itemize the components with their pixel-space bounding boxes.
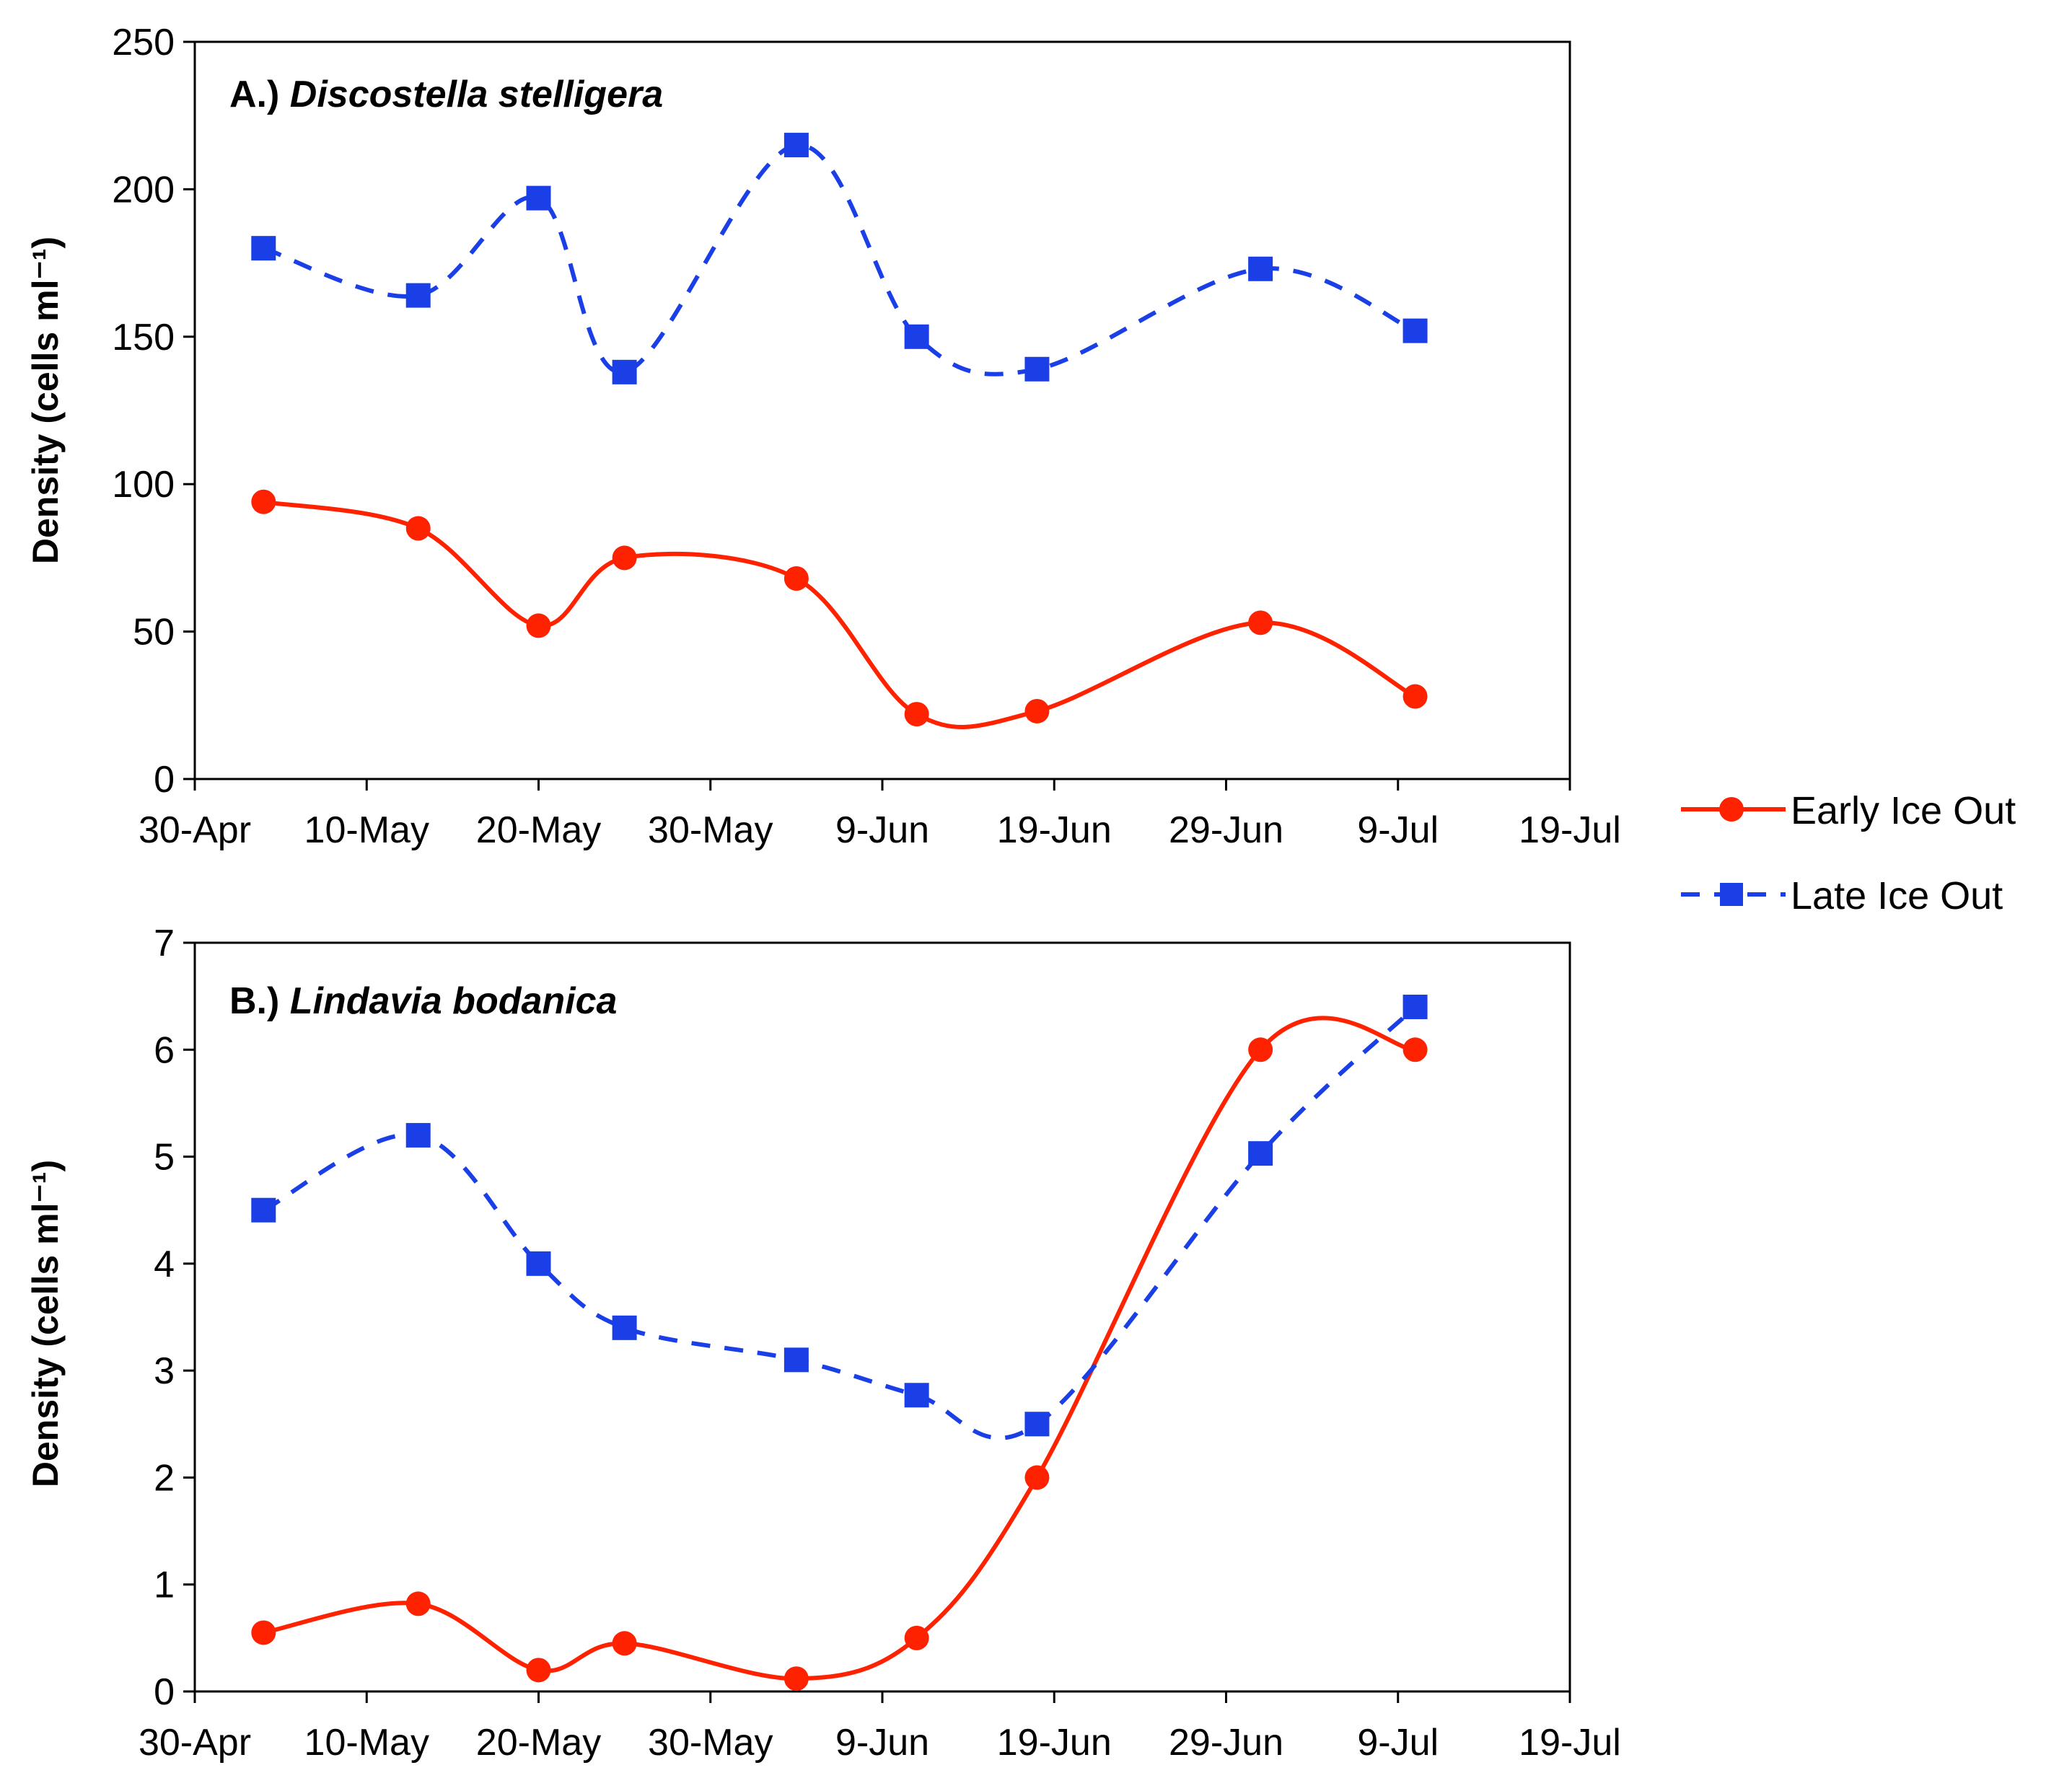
data-point-early-ice-out [405,516,431,541]
plot-frame [193,941,1571,1693]
data-point-early-ice-out [526,613,551,638]
panel-title: A.) Discostella stelligera [229,74,663,115]
data-point-early-ice-out [1402,1037,1428,1062]
y-tick-label: 5 [154,1137,175,1179]
legend-label-early: Early Ice Out [1791,789,2016,832]
y-tick-label: 50 [133,612,175,654]
data-point-late-ice-out [612,359,637,384]
data-point-late-ice-out [526,1251,551,1276]
data-point-early-ice-out [612,1631,637,1656]
x-tick-label: 20-May [476,1722,601,1764]
legend-item-early: Early Ice Out [1681,789,2016,832]
data-point-early-ice-out [1248,610,1273,635]
data-point-late-ice-out [1024,356,1050,382]
x-tick-label: 20-May [476,809,601,851]
x-tick-label: 10-May [304,1722,429,1764]
panel-b-chart: Density (cells ml⁻¹) B.) Lindavia bodani… [25,923,1621,1764]
y-tick-label: 100 [112,464,175,506]
series-line-late-ice-out [263,143,1416,377]
data-point-early-ice-out [1248,1037,1273,1062]
x-tick-label: 19-Jul [1519,1722,1621,1764]
legend: Early Ice Out Late Ice Out [1681,789,2016,917]
y-axis-label: Density (cells ml⁻¹) [25,1160,66,1487]
data-point-late-ice-out [526,185,551,211]
x-tick-label: 9-Jul [1357,809,1439,851]
series-line-early-ice-out [263,499,1416,729]
data-point-late-ice-out [904,1383,929,1408]
data-point-early-ice-out [1024,698,1050,723]
series-line-early-ice-out [263,1016,1415,1681]
x-tick-label: 30-Apr [139,1722,251,1764]
panel-title-prefix: B.) [229,980,279,1022]
x-tick-label: 30-Apr [139,809,251,851]
legend-label-late: Late Ice Out [1791,874,2003,917]
x-tick-label: 30-May [648,1722,773,1764]
data-point-late-ice-out [251,1197,276,1223]
data-point-early-ice-out [612,545,637,571]
series-line-late-ice-out [262,1005,1417,1440]
data-point-late-ice-out [251,236,276,261]
y-tick-label: 3 [154,1350,175,1392]
panel-a-chart: Density (cells ml⁻¹) A.) Discostella ste… [25,22,1621,851]
panel-title-prefix: A.) [229,74,279,115]
data-point-late-ice-out [904,324,929,349]
legend-item-late: Late Ice Out [1681,874,2003,917]
y-tick-label: 6 [154,1029,175,1071]
data-point-early-ice-out [783,566,809,591]
y-tick-label: 200 [112,169,175,211]
data-point-early-ice-out [251,1620,276,1645]
data-point-early-ice-out [904,1625,929,1650]
x-tick-label: 19-Jul [1519,809,1621,851]
data-point-early-ice-out [1402,684,1428,709]
y-tick-label: 150 [112,317,175,358]
data-point-early-ice-out [251,489,276,514]
x-tick-label: 19-Jun [997,809,1112,851]
x-tick-label: 29-Jun [1169,1722,1283,1764]
data-point-late-ice-out [1402,318,1428,343]
x-tick-label: 10-May [304,809,429,851]
data-point-early-ice-out [783,1666,809,1691]
data-point-early-ice-out [405,1591,431,1616]
y-tick-label: 250 [112,22,175,63]
data-point-late-ice-out [783,133,809,158]
data-point-early-ice-out [904,702,929,727]
legend-marker-late [1720,883,1743,906]
data-point-early-ice-out [526,1658,551,1683]
y-tick-label: 4 [154,1244,175,1285]
y-tick-label: 7 [154,923,175,964]
data-point-late-ice-out [405,283,431,308]
y-tick-label: 2 [154,1457,175,1499]
x-tick-label: 30-May [648,809,773,851]
data-point-early-ice-out [1024,1465,1050,1490]
panel-title-species: Lindavia bodanica [290,980,618,1022]
data-point-late-ice-out [1024,1412,1050,1437]
plot-frame [193,40,1571,780]
x-tick-label: 9-Jul [1357,1722,1439,1764]
x-tick-label: 29-Jun [1169,809,1283,851]
y-tick-label: 1 [154,1565,175,1606]
data-point-late-ice-out [1402,994,1428,1019]
y-tick-label: 0 [154,759,175,801]
data-point-late-ice-out [1248,1141,1273,1166]
legend-marker-early [1719,797,1744,822]
data-point-late-ice-out [783,1347,809,1373]
y-tick-label: 0 [154,1671,175,1713]
data-point-late-ice-out [405,1122,431,1148]
x-tick-label: 9-Jun [835,1722,929,1764]
x-tick-label: 9-Jun [835,809,929,851]
x-tick-label: 19-Jun [997,1722,1112,1764]
panel-title-species: Discostella stelligera [290,74,663,115]
y-axis-label: Density (cells ml⁻¹) [25,237,66,564]
data-point-late-ice-out [1248,256,1273,281]
data-point-late-ice-out [612,1315,637,1340]
panel-title: B.) Lindavia bodanica [229,980,617,1022]
